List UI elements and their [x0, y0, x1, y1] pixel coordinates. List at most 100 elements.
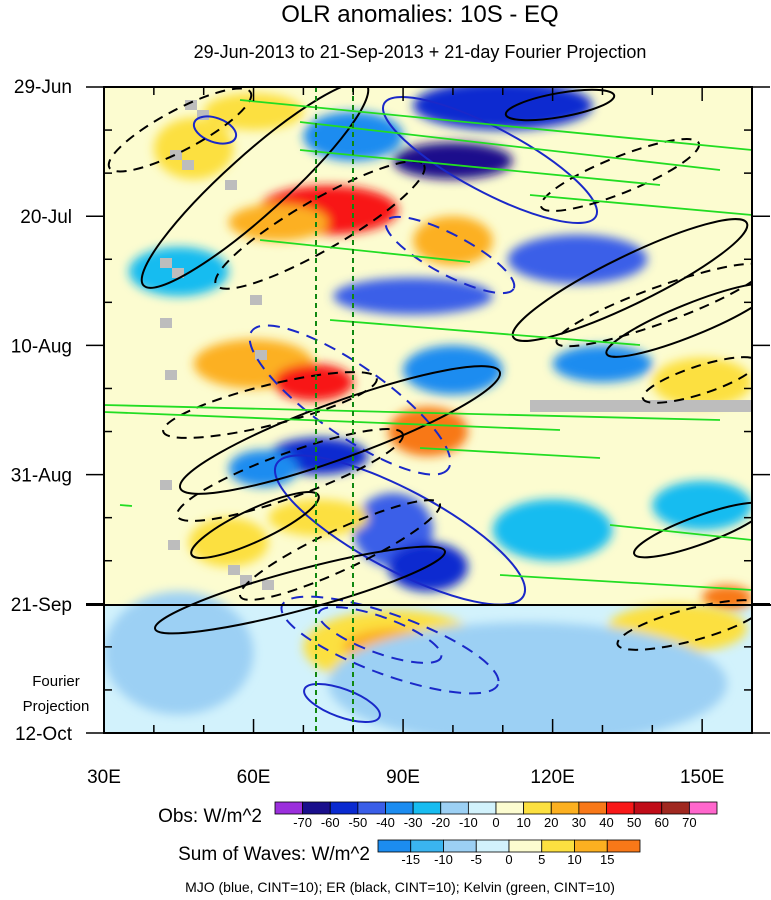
obs-legend-label: -70 — [293, 815, 312, 830]
y-tick-label: 10-Aug — [11, 336, 72, 357]
observed-anomaly-blob — [393, 142, 513, 180]
kelvin-contour — [299, 121, 721, 171]
y-tick-label: 12-Oct — [15, 724, 73, 745]
waves-legend-swatch — [410, 839, 444, 853]
x-tick-label: 30E — [87, 767, 121, 788]
waves-legend-label: -5 — [470, 852, 482, 867]
er-contour — [178, 365, 502, 495]
obs-legend-swatch — [329, 801, 359, 815]
projected-anomaly-blob — [104, 591, 254, 715]
kelvin-contour — [499, 574, 752, 591]
obs-legend-label: -20 — [431, 815, 450, 830]
kelvin-contour — [119, 504, 133, 507]
projection-label-line2: Projection — [23, 698, 90, 715]
mjo-contour — [384, 215, 516, 295]
kelvin-contour — [419, 447, 601, 459]
obs-legend-label: 10 — [516, 815, 530, 830]
er-contour — [214, 160, 426, 290]
er-contour — [633, 501, 752, 559]
obs-legend-swatch — [661, 801, 690, 815]
obs-legend-swatch — [440, 801, 469, 815]
obs-legend-swatch — [606, 801, 635, 815]
y-axis: 29-Jun 20-Jul 10-Aug 31-Aug 21-Sep 12-Oct — [11, 77, 770, 745]
obs-legend-title: Obs: W/m^2 — [158, 806, 262, 827]
projected-anomaly-blob — [328, 622, 728, 733]
obs-legend-swatch — [688, 801, 718, 815]
obs-legend-label: -50 — [348, 815, 367, 830]
obs-legend-label: 70 — [682, 815, 696, 830]
obs-legend-swatch — [385, 801, 414, 815]
obs-legend: -70 -60 -50 -40 -30 -20 -10 0 10 20 30 40 50 60 70 — [274, 801, 718, 830]
waves-legend-label: -10 — [434, 852, 453, 867]
waves-legend-swatch — [475, 839, 510, 853]
er-contour — [154, 545, 446, 635]
kelvin-contour — [329, 319, 641, 346]
projected-anomaly-field — [104, 591, 748, 733]
er-contour — [616, 599, 752, 651]
obs-legend-label: 50 — [627, 815, 641, 830]
x-tick-label: 150E — [680, 767, 724, 788]
obs-legend-label: -40 — [376, 815, 395, 830]
chart-subtitle: 29-Jun-2013 to 21-Sep-2013 + 21-day Four… — [194, 42, 647, 62]
waves-legend-label: 15 — [600, 852, 614, 867]
mjo-contour — [303, 683, 381, 723]
er-contour — [140, 87, 370, 289]
plot-frame — [103, 86, 753, 734]
obs-legend-swatch — [412, 801, 442, 815]
waves-legend-swatch — [574, 839, 608, 853]
observed-anomaly-blob — [652, 357, 752, 407]
observed-anomaly-blob — [507, 234, 648, 284]
waves-legend-label: 5 — [538, 852, 545, 867]
er-contours — [107, 87, 752, 651]
x-tick-label: 60E — [237, 767, 271, 788]
obs-legend-swatch — [274, 801, 304, 815]
waves-legend-label: 0 — [505, 852, 512, 867]
er-contour — [175, 428, 405, 522]
observed-anomaly-blob — [203, 93, 304, 131]
waves-legend-swatch — [377, 839, 412, 853]
er-contour — [238, 499, 442, 601]
x-tick-label: 120E — [530, 767, 574, 788]
waves-legend-label: -15 — [401, 852, 420, 867]
plot-area — [104, 87, 752, 733]
obs-legend-label: 0 — [492, 815, 499, 830]
mjo-contour — [248, 324, 452, 476]
observed-anomaly-blob — [413, 216, 493, 266]
kelvin-contours — [104, 99, 752, 591]
observed-anomaly-blob — [228, 449, 299, 487]
kelvin-contour — [239, 99, 752, 151]
obs-legend-label: -60 — [321, 815, 340, 830]
er-contour — [190, 491, 320, 559]
obs-legend-swatch — [467, 801, 497, 815]
missing-data-markers — [160, 100, 752, 590]
observed-anomaly-blob — [492, 499, 613, 561]
observed-anomaly-blob — [273, 363, 354, 401]
obs-legend-label: -30 — [404, 815, 423, 830]
observed-anomaly-blob — [333, 277, 493, 315]
y-tick-label: 21-Sep — [11, 595, 72, 616]
waves-legend-swatch — [541, 839, 575, 853]
er-contour — [504, 88, 616, 122]
kelvin-contour — [104, 411, 561, 431]
obs-legend-label: 20 — [544, 815, 558, 830]
waves-legend-swatch — [606, 839, 641, 853]
waves-legend-title: Sum of Waves: W/m^2 — [178, 844, 370, 865]
obs-legend-label: 40 — [599, 815, 613, 830]
er-contour — [162, 371, 378, 439]
obs-legend-label: 30 — [572, 815, 586, 830]
er-contour — [511, 218, 749, 342]
observed-anomaly-blob — [702, 585, 752, 610]
observed-anomaly-blob — [652, 480, 752, 530]
x-tick-label: 90E — [386, 767, 420, 788]
waves-legend: -15 -10 -5 0 5 10 15 — [377, 839, 641, 867]
y-tick-label: 31-Aug — [11, 466, 72, 487]
er-contour — [107, 87, 253, 173]
er-contour — [555, 262, 752, 348]
obs-legend-label: 60 — [655, 815, 669, 830]
mjo-contour — [192, 115, 238, 145]
mjo-contour — [273, 454, 527, 606]
kelvin-contour — [299, 149, 661, 186]
obs-legend-swatch — [578, 801, 607, 815]
projection-label-line1: Fourier — [32, 673, 80, 690]
